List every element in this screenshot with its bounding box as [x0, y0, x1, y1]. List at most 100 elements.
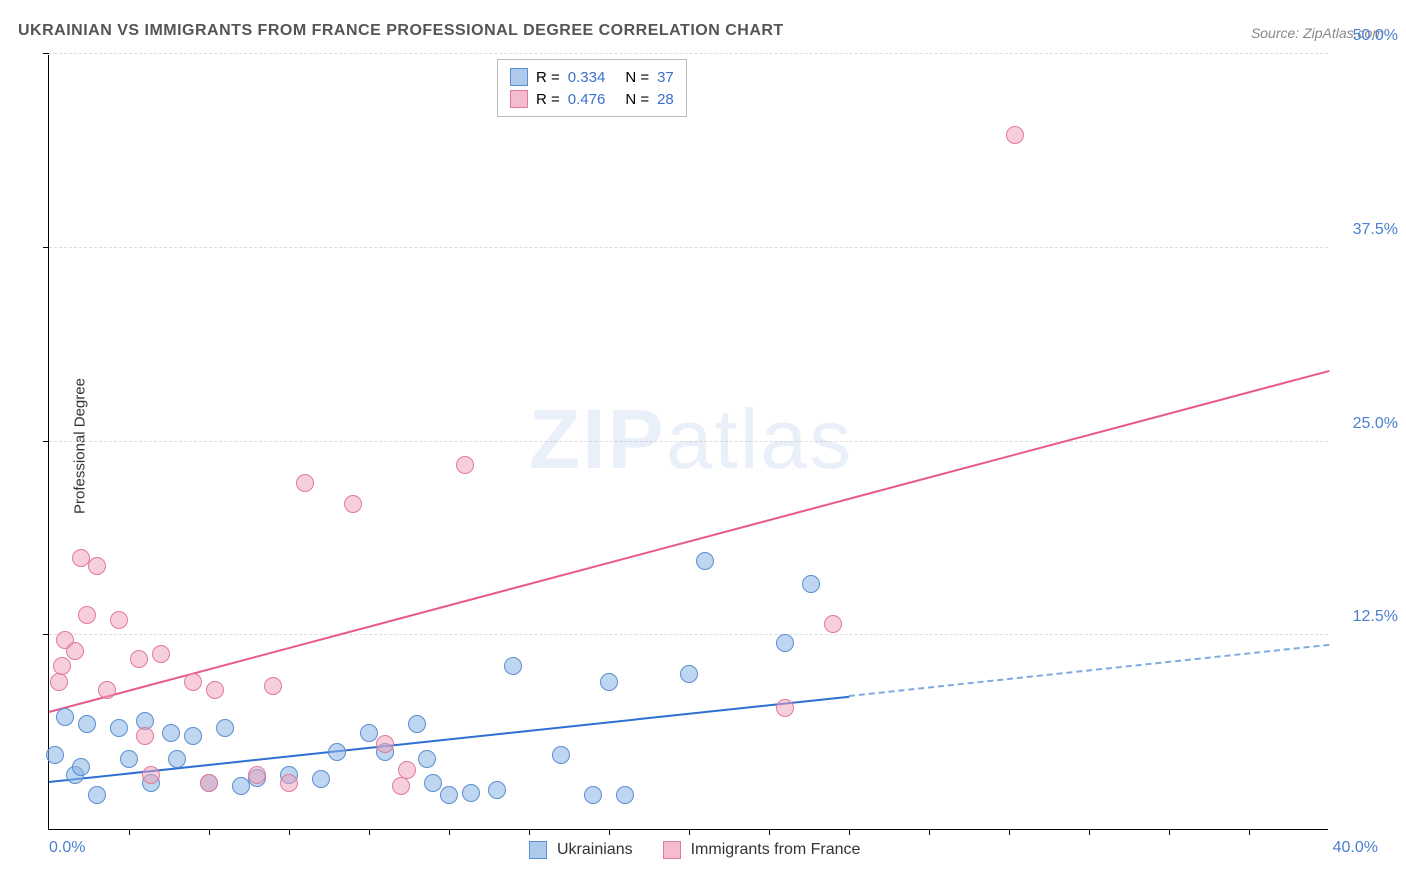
scatter-point — [360, 724, 378, 742]
correlation-legend: R = 0.334 N = 37 R = 0.476 N = 28 — [497, 59, 687, 117]
x-tick-label: 0.0% — [49, 839, 85, 857]
legend-n-label: N = — [625, 91, 649, 108]
scatter-point — [376, 735, 394, 753]
scatter-point — [424, 774, 442, 792]
scatter-point — [200, 774, 218, 792]
scatter-point — [1006, 126, 1024, 144]
legend-swatch — [663, 841, 681, 859]
correlation-legend-row: R = 0.476 N = 28 — [510, 88, 674, 110]
scatter-point — [392, 777, 410, 795]
series-legend-item: Ukrainians — [529, 841, 633, 859]
legend-r-value: 0.334 — [568, 69, 606, 86]
scatter-point — [88, 557, 106, 575]
watermark: ZIPatlas — [529, 391, 853, 488]
series-legend-label: Ukrainians — [557, 841, 633, 859]
scatter-point — [328, 743, 346, 761]
scatter-point — [130, 650, 148, 668]
y-tick-label: 12.5% — [1353, 608, 1398, 626]
scatter-point — [98, 681, 116, 699]
scatter-point — [680, 665, 698, 683]
scatter-point — [50, 673, 68, 691]
series-legend: Ukrainians Immigrants from France — [529, 841, 860, 859]
gridline — [49, 247, 1328, 248]
scatter-point — [488, 781, 506, 799]
scatter-point — [398, 761, 416, 779]
scatter-point — [248, 766, 266, 784]
scatter-point — [344, 495, 362, 513]
scatter-point — [162, 724, 180, 742]
scatter-point — [206, 681, 224, 699]
y-tick-label: 50.0% — [1353, 27, 1398, 45]
x-tick-mark — [129, 829, 130, 835]
scatter-point — [120, 750, 138, 768]
y-tick-mark — [43, 634, 49, 635]
scatter-point — [78, 606, 96, 624]
x-tick-mark — [529, 829, 530, 835]
scatter-point — [462, 784, 480, 802]
plot-area: 12.5%25.0%37.5%50.0%ZIPatlasR = 0.334N =… — [48, 55, 1328, 830]
scatter-point — [56, 708, 74, 726]
x-tick-mark — [849, 829, 850, 835]
scatter-point — [110, 611, 128, 629]
y-tick-mark — [43, 441, 49, 442]
scatter-point — [53, 657, 71, 675]
y-tick-label: 25.0% — [1353, 415, 1398, 433]
scatter-point — [312, 770, 330, 788]
x-tick-mark — [609, 829, 610, 835]
correlation-legend-row: R = 0.334 N = 37 — [510, 66, 674, 88]
x-tick-mark — [1009, 829, 1010, 835]
scatter-point — [456, 456, 474, 474]
legend-r-value: 0.476 — [568, 91, 606, 108]
scatter-point — [184, 727, 202, 745]
scatter-point — [280, 774, 298, 792]
scatter-point — [110, 719, 128, 737]
x-tick-mark — [1169, 829, 1170, 835]
scatter-point — [776, 699, 794, 717]
scatter-point — [66, 642, 84, 660]
scatter-point — [296, 474, 314, 492]
x-tick-mark — [1089, 829, 1090, 835]
x-tick-mark — [209, 829, 210, 835]
legend-swatch — [510, 68, 528, 86]
scatter-point — [168, 750, 186, 768]
legend-r-label: R = — [536, 69, 560, 86]
scatter-point — [88, 786, 106, 804]
gridline — [49, 53, 1328, 54]
x-tick-mark — [689, 829, 690, 835]
x-tick-mark — [769, 829, 770, 835]
scatter-point — [600, 673, 618, 691]
legend-n-value: 37 — [657, 69, 674, 86]
trend-line — [849, 644, 1329, 697]
x-tick-mark — [289, 829, 290, 835]
scatter-point — [696, 552, 714, 570]
scatter-point — [584, 786, 602, 804]
y-tick-label: 37.5% — [1353, 221, 1398, 239]
scatter-point — [440, 786, 458, 804]
legend-n-label: N = — [625, 69, 649, 86]
legend-n-value: 28 — [657, 91, 674, 108]
x-tick-mark — [449, 829, 450, 835]
legend-r-label: R = — [536, 91, 560, 108]
scatter-point — [802, 575, 820, 593]
scatter-point — [616, 786, 634, 804]
scatter-point — [184, 673, 202, 691]
scatter-point — [408, 715, 426, 733]
y-tick-mark — [43, 247, 49, 248]
legend-swatch — [529, 841, 547, 859]
scatter-point — [824, 615, 842, 633]
scatter-point — [264, 677, 282, 695]
scatter-point — [46, 746, 64, 764]
scatter-point — [142, 766, 160, 784]
scatter-point — [418, 750, 436, 768]
series-legend-label: Immigrants from France — [691, 841, 861, 859]
scatter-point — [552, 746, 570, 764]
scatter-point — [216, 719, 234, 737]
x-tick-mark — [369, 829, 370, 835]
x-tick-mark — [929, 829, 930, 835]
x-tick-mark — [1249, 829, 1250, 835]
y-tick-mark — [43, 53, 49, 54]
scatter-point — [72, 758, 90, 776]
scatter-point — [136, 727, 154, 745]
chart-container: UKRAINIAN VS IMMIGRANTS FROM FRANCE PROF… — [0, 0, 1406, 892]
gridline — [49, 634, 1328, 635]
